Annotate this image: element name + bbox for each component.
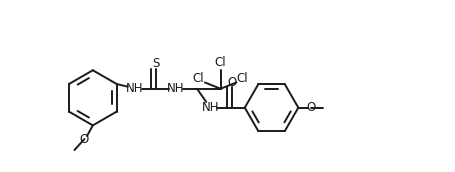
Text: Cl: Cl [192,72,204,85]
Text: O: O [80,132,89,146]
Text: Cl: Cl [214,56,226,69]
Text: O: O [306,101,315,114]
Text: O: O [227,76,236,89]
Text: Cl: Cl [236,72,248,85]
Text: S: S [152,57,159,70]
Text: NH: NH [126,82,143,95]
Text: NH: NH [201,101,218,114]
Text: NH: NH [167,82,184,95]
